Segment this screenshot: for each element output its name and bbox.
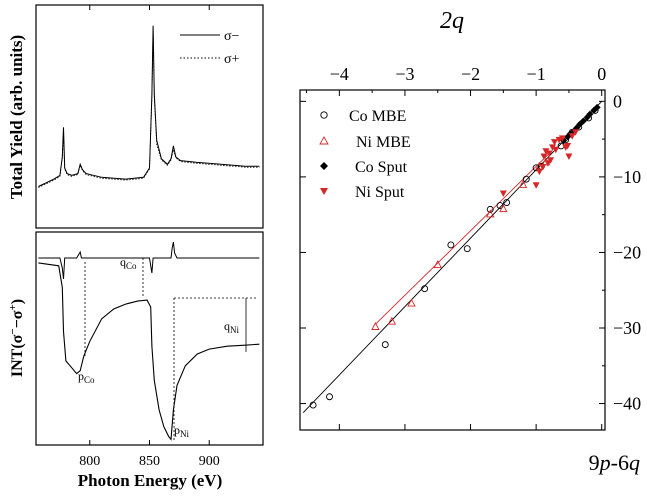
bottom-xlabel: Photon Energy (eV) xyxy=(78,471,222,490)
right-yticks: 0 −10 −20 −30 −40 xyxy=(300,91,641,414)
svg-text:qNi: qNi xyxy=(224,319,239,335)
curve-difference xyxy=(38,241,260,280)
point-co-mbe xyxy=(381,341,389,349)
point-ni-sput xyxy=(571,129,579,136)
legend-marker-ni-sput xyxy=(320,188,328,195)
point-ni-sput xyxy=(552,146,560,154)
legend-label-sigma-minus: σ− xyxy=(224,29,240,44)
point-ni-mbe xyxy=(433,260,442,268)
right-xtick-label: −3 xyxy=(395,64,414,84)
curve-sigma-plus xyxy=(38,29,260,188)
curve-integral xyxy=(38,262,260,441)
right-points xyxy=(309,103,601,409)
point-co-sput xyxy=(579,117,587,125)
right-xtick-label: 0 xyxy=(597,64,606,84)
bottom-xtick-label: 800 xyxy=(79,454,100,469)
legend-marker-ni-mbe xyxy=(319,136,329,145)
point-ni-sput xyxy=(545,150,553,157)
annotation-q-co: qCo xyxy=(120,255,144,298)
point-ni-sput xyxy=(558,135,566,142)
right-panel-frame xyxy=(299,89,606,431)
bottom-panel-frame xyxy=(35,231,264,446)
legend-label-ni-sput: Ni Sput xyxy=(355,184,405,201)
point-ni-sput xyxy=(550,139,558,146)
point-ni-mbe xyxy=(485,209,495,218)
annotation-q-ni: qNi xyxy=(174,297,258,352)
legend-label-co-sput: Co Sput xyxy=(355,159,408,176)
point-ni-sput xyxy=(547,157,555,164)
bottom-xticks: 800 850 900 xyxy=(79,5,220,469)
legend-marker-co-sput xyxy=(320,162,328,170)
point-co-mbe xyxy=(503,199,511,207)
right-xticks: −4 −3 −2 −1 0 xyxy=(306,64,606,430)
bottom-left-curves xyxy=(38,241,260,441)
point-ni-mbe xyxy=(499,204,508,213)
point-ni-sput xyxy=(539,164,547,171)
bottom-xtick-label: 900 xyxy=(199,454,220,469)
point-co-mbe xyxy=(326,393,333,401)
curve-sigma-minus xyxy=(38,25,260,187)
point-ni-sput xyxy=(542,148,550,155)
right-ytick-label: −20 xyxy=(613,242,641,262)
bottom-xtick-label: 850 xyxy=(139,454,160,469)
bottom-ylabel: INT(σ−−σ+) xyxy=(7,299,26,377)
point-ni-mbe xyxy=(407,298,416,307)
legend-label-ni-mbe: Ni MBE xyxy=(356,134,411,151)
svg-text:pNi: pNi xyxy=(174,423,189,439)
point-ni-sput xyxy=(549,144,557,151)
svg-text:qCo: qCo xyxy=(120,255,137,271)
right-xtick-label: −4 xyxy=(330,64,349,84)
right-ytick-label: −30 xyxy=(613,318,641,338)
point-ni-mbe xyxy=(518,179,528,188)
annotation-p-ni: pNi xyxy=(173,298,189,440)
right-xtick-label: −1 xyxy=(527,64,546,84)
point-co-mbe xyxy=(309,401,317,409)
point-co-sput xyxy=(593,103,601,111)
point-ni-sput xyxy=(540,153,548,160)
right-legend: Co MBE Ni MBE Co Sput Ni Sput xyxy=(319,108,411,201)
point-ni-sput xyxy=(499,190,507,198)
point-ni-mbe xyxy=(371,322,380,330)
point-ni-sput xyxy=(535,168,543,176)
top-left-curves xyxy=(38,25,260,188)
point-ni-sput xyxy=(564,142,572,150)
point-co-sput xyxy=(586,110,594,118)
point-co-mbe xyxy=(522,175,530,183)
legend-label-co-mbe: Co MBE xyxy=(349,108,406,125)
fit-line-1 xyxy=(375,153,550,325)
point-ni-sput xyxy=(532,182,540,189)
right-fit-lines xyxy=(302,101,603,413)
point-ni-sput xyxy=(568,133,576,140)
right-ytick-label: 0 xyxy=(613,91,622,111)
point-ni-mbe xyxy=(387,316,397,325)
right-ytick-label: −10 xyxy=(613,167,641,187)
legend-marker-co-mbe xyxy=(320,111,328,119)
point-co-mbe xyxy=(486,205,494,213)
legend-label-sigma-plus: σ+ xyxy=(224,52,240,67)
point-co-mbe xyxy=(463,245,471,253)
point-co-mbe xyxy=(447,241,455,249)
svg-text:pCo: pCo xyxy=(78,369,95,385)
point-co-mbe xyxy=(421,285,429,293)
right-top-axis-label: 2q xyxy=(440,8,464,34)
right-xtick-label: −2 xyxy=(461,64,480,84)
point-ni-sput xyxy=(565,153,573,160)
right-ytick-label: −40 xyxy=(613,394,641,414)
annotation-p-co: pCo xyxy=(78,262,95,385)
fit-line-0 xyxy=(302,101,603,413)
top-ylabel: Total Yield (arb. units) xyxy=(7,35,26,199)
right-bottom-axis-label: 9p-6q xyxy=(589,450,640,475)
